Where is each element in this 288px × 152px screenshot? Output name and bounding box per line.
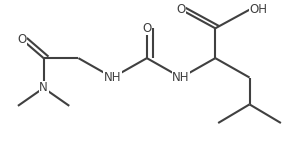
Text: O: O — [17, 33, 26, 46]
Text: NH: NH — [172, 71, 190, 84]
Text: O: O — [177, 3, 186, 16]
Text: N: N — [39, 81, 48, 94]
Text: O: O — [142, 22, 151, 35]
Text: NH: NH — [104, 71, 121, 84]
Text: OH: OH — [249, 3, 268, 16]
